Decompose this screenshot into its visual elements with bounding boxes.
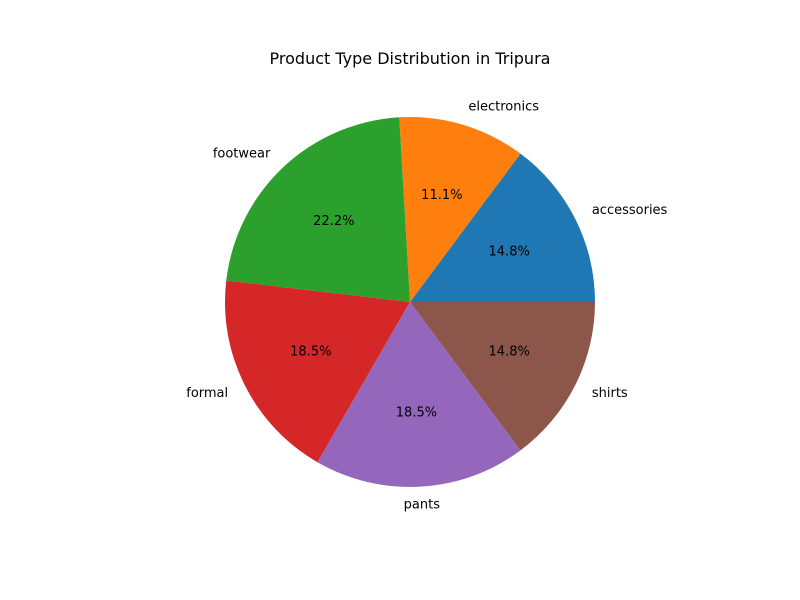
pie-slice-pants: [317, 302, 521, 487]
pie-slices: [224, 116, 595, 487]
slice-percent-electronics: 11.1%: [421, 188, 462, 203]
slice-label-electronics: electronics: [468, 100, 539, 115]
pie-slice-footwear: [226, 117, 410, 302]
slice-percent-shirts: 14.8%: [489, 344, 530, 359]
pie-slice-electronics: [399, 116, 521, 302]
slice-percent-accessories: 14.8%: [489, 245, 530, 260]
pie-slice-shirts: [410, 302, 595, 451]
slice-percent-formal: 18.5%: [290, 344, 331, 359]
slice-percent-pants: 18.5%: [396, 405, 437, 420]
slice-label-shirts: shirts: [592, 386, 628, 401]
slice-percent-footwear: 22.2%: [313, 214, 354, 229]
slice-label-accessories: accessories: [592, 203, 668, 218]
chart-title: Product Type Distribution in Tripura: [270, 49, 551, 68]
pie-slice-accessories: [410, 153, 595, 302]
slice-label-formal: formal: [186, 386, 228, 401]
pie-labels: accessories 14.8% electronics 11.1% footwear…: [186, 100, 667, 513]
slice-label-pants: pants: [404, 498, 441, 513]
pie-slice-formal: [224, 280, 410, 463]
slice-label-footwear: footwear: [213, 146, 271, 161]
